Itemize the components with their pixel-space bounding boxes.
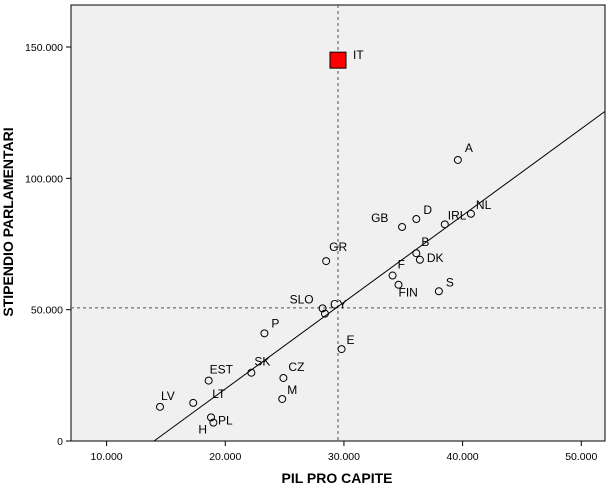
- y-tick-label: 50.000: [31, 305, 63, 317]
- point-label-fin: FIN: [399, 286, 418, 300]
- point-label-b: B: [421, 235, 429, 249]
- regression-line: [153, 110, 606, 442]
- data-point-dk: [415, 255, 424, 264]
- data-point-cy: [320, 309, 329, 318]
- point-label-est: EST: [210, 363, 234, 377]
- x-tick-label: 20.000: [209, 451, 241, 463]
- data-point-a: [453, 155, 462, 164]
- data-point-gb: [398, 222, 407, 231]
- y-tick-label: 0: [57, 436, 63, 448]
- point-label-nl: NL: [476, 198, 492, 212]
- data-point-lt: [189, 398, 198, 407]
- point-label-h: H: [198, 423, 207, 437]
- point-label-a: A: [465, 141, 473, 155]
- x-tick-label: 10.000: [91, 451, 123, 463]
- data-point-lv: [156, 402, 164, 411]
- data-point-s: [434, 287, 443, 296]
- point-label-s: S: [446, 275, 454, 289]
- point-label-f: F: [398, 258, 405, 272]
- data-point-nl: [466, 209, 475, 218]
- data-point-cz: [279, 373, 288, 382]
- x-axis: 10.000 20.000 30.000 40.000 50.000: [91, 441, 597, 463]
- data-point-b: [412, 249, 421, 258]
- point-label-cy: CY: [330, 298, 347, 312]
- data-point-irl: [440, 220, 449, 229]
- point-label-lt: LT: [212, 387, 226, 401]
- point-label-irl: IRL: [448, 208, 467, 222]
- point-label-p: P: [271, 316, 279, 330]
- y-axis: 0 50.000 100.000 150.000: [25, 42, 71, 448]
- data-point-gr: [322, 257, 331, 266]
- point-label-dk: DK: [427, 251, 444, 265]
- y-tick-label: 150.000: [25, 42, 63, 54]
- data-point-h: [209, 418, 218, 427]
- data-points: [156, 51, 475, 427]
- data-point-f: [388, 271, 397, 280]
- x-tick-label: 30.000: [328, 451, 360, 463]
- data-point-p: [260, 329, 269, 338]
- data-point-sk: [247, 368, 256, 377]
- x-tick-label: 50.000: [565, 451, 597, 463]
- reference-lines: [71, 5, 605, 441]
- point-label-it: IT: [353, 48, 364, 62]
- point-label-gb: GB: [371, 211, 388, 225]
- point-label-lv: LV: [161, 389, 175, 403]
- data-point-fin: [394, 280, 403, 289]
- point-labels: IT A NL IRL D GB B DK F S FIN GR SLO CY E P SK CZ M EST LT LV…: [161, 48, 492, 436]
- x-axis-title: PIL PRO CAPITE: [282, 470, 393, 486]
- data-point-pl: [207, 413, 216, 422]
- data-point-d: [412, 215, 421, 224]
- point-label-gr: GR: [329, 240, 347, 254]
- x-tick-label: 40.000: [447, 451, 479, 463]
- data-point-est: [204, 376, 213, 385]
- y-tick-label: 100.000: [25, 173, 63, 185]
- point-label-slo: SLO: [290, 292, 314, 306]
- point-label-m: M: [287, 383, 297, 397]
- data-point-e: [337, 345, 346, 354]
- fit-line-group: [153, 110, 606, 442]
- point-label-sk: SK: [254, 355, 270, 369]
- data-point-m: [278, 394, 287, 403]
- data-point-it: [329, 51, 347, 69]
- point-label-pl: PL: [218, 413, 233, 427]
- point-label-cz: CZ: [288, 360, 304, 374]
- point-label-e: E: [347, 333, 355, 347]
- point-label-d: D: [423, 203, 432, 217]
- y-axis-title: STIPENDIO PARLAMENTARI: [0, 127, 16, 316]
- data-point-slo: [318, 304, 327, 313]
